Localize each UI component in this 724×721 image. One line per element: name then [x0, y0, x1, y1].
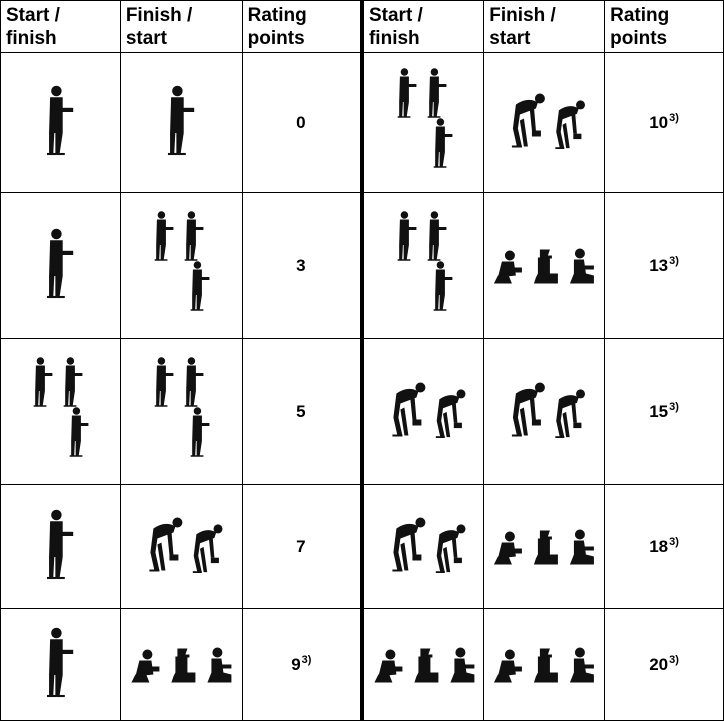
- bending-figures-icon: [512, 93, 586, 149]
- table-row: 0 103): [0, 52, 724, 193]
- posture-cell-right-finish: [483, 52, 606, 193]
- posture-cell-left-start: [0, 192, 121, 339]
- header-rating-points-left: Rating points: [241, 0, 364, 53]
- table-row: 5 153): [0, 338, 724, 485]
- header-text: Start /: [6, 5, 60, 26]
- posture-cell-right-finish: [483, 484, 606, 609]
- lifting-sequence-icon: [33, 357, 89, 457]
- rating-points-value: 15: [649, 402, 669, 421]
- rating-points-value: 5: [296, 402, 306, 421]
- footnote-marker: 3): [669, 255, 679, 267]
- posture-cell-left-finish: [119, 192, 243, 339]
- bending-figures-icon: [149, 517, 223, 573]
- standing-figure-icon: [167, 85, 195, 156]
- posture-cell-left-start: [0, 484, 121, 609]
- header-text: Finish /: [125, 5, 193, 26]
- rating-points-cell: 93): [241, 608, 364, 721]
- standing-figure-icon: [46, 509, 74, 580]
- rating-points-cell: 203): [604, 608, 724, 721]
- rating-points-value: 20: [649, 655, 669, 674]
- footnote-marker: 3): [669, 401, 679, 413]
- rating-points-cell: 5: [241, 338, 364, 485]
- header-finish-start-left: Finish / start: [119, 0, 243, 53]
- bending-figures-icon: [392, 382, 466, 438]
- standing-figure-icon: [46, 228, 74, 299]
- posture-cell-left-finish: [119, 52, 243, 193]
- posture-cell-left-start: [0, 338, 121, 485]
- footnote-marker: 3): [669, 112, 679, 124]
- posture-cell-right-start: [359, 608, 485, 721]
- rating-points-value: 7: [296, 537, 306, 556]
- posture-cell-right-start: [359, 52, 485, 193]
- rating-points-value: 3: [296, 256, 306, 275]
- rating-points-cell: 153): [604, 338, 724, 485]
- posture-cell-left-start: [0, 52, 121, 193]
- header-text: finish: [368, 28, 420, 49]
- table-row: 93) 203): [0, 608, 724, 721]
- rating-points-cell: 133): [604, 192, 724, 339]
- rating-points-value: 13: [649, 256, 669, 275]
- lifting-sequence-icon: [154, 211, 210, 311]
- rating-points-cell: 7: [241, 484, 364, 609]
- crouching-kneeling-figures-icon: [494, 647, 595, 683]
- header-text: Rating: [247, 5, 307, 26]
- posture-cell-right-finish: [483, 338, 606, 485]
- standing-figure-icon: [46, 627, 74, 698]
- bending-figures-icon: [392, 517, 466, 573]
- lifting-sequence-icon: [397, 211, 453, 311]
- posture-cell-right-start: [359, 338, 485, 485]
- crouching-kneeling-figures-icon: [494, 248, 595, 284]
- posture-cell-left-finish: [119, 338, 243, 485]
- rating-points-value: 9: [291, 655, 301, 674]
- lifting-sequence-icon: [154, 357, 210, 457]
- header-text: start: [125, 28, 167, 49]
- rating-points-cell: 183): [604, 484, 724, 609]
- header-start-finish-right: Start / finish: [359, 0, 485, 53]
- lifting-sequence-icon: [397, 68, 453, 168]
- posture-cell-left-start: [0, 608, 121, 721]
- table-row: 3 133): [0, 192, 724, 339]
- footnote-marker: 3): [301, 654, 312, 666]
- rating-points-cell: 3: [241, 192, 364, 339]
- posture-cell-right-start: [359, 484, 485, 609]
- header-row: Start / finish Finish / start Rating points…: [0, 0, 724, 53]
- posture-cell-right-finish: [483, 192, 606, 339]
- footnote-marker: 3): [669, 654, 679, 666]
- header-text: Rating: [610, 5, 670, 26]
- standing-figure-icon: [46, 85, 74, 156]
- rating-points-value: 10: [649, 113, 669, 132]
- rating-points-value: 18: [649, 537, 669, 556]
- rating-points-cell: 0: [241, 52, 364, 193]
- posture-cell-left-finish: [119, 608, 243, 721]
- posture-cell-right-finish: [483, 608, 606, 721]
- header-start-finish-left: Start / finish: [0, 0, 121, 53]
- crouching-kneeling-figures-icon: [494, 529, 595, 565]
- rating-points-cell: 103): [604, 52, 724, 193]
- header-text: Finish /: [489, 5, 556, 26]
- footnote-marker: 3): [669, 536, 679, 548]
- crouching-kneeling-figures-icon: [374, 647, 475, 683]
- header-text: points: [610, 28, 668, 49]
- header-text: points: [247, 28, 305, 49]
- posture-cell-right-start: [359, 192, 485, 339]
- header-rating-points-right: Rating points: [604, 0, 724, 53]
- rating-points-value: 0: [296, 113, 306, 132]
- header-text: Start /: [368, 5, 423, 26]
- header-text: start: [489, 28, 531, 49]
- table-row: 7 183): [0, 484, 724, 609]
- posture-cell-left-finish: [119, 484, 243, 609]
- header-finish-start-right: Finish / start: [483, 0, 606, 53]
- bending-figures-icon: [512, 382, 586, 438]
- crouching-kneeling-figures-icon: [131, 647, 232, 683]
- header-text: finish: [6, 28, 57, 49]
